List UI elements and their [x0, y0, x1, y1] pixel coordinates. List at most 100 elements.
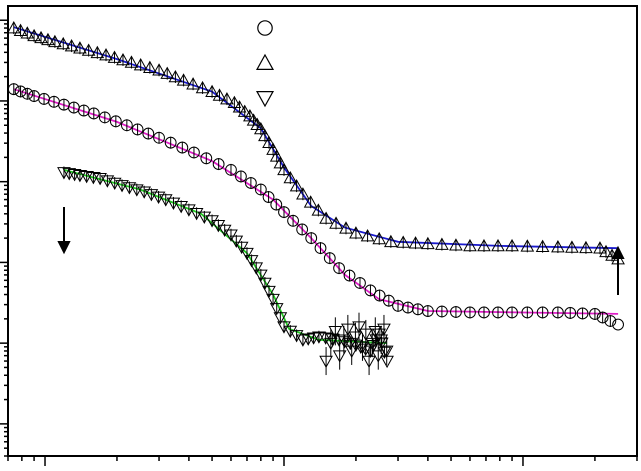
data-point-triangle-up	[212, 88, 227, 101]
data-point-triangle-down	[224, 229, 238, 242]
data-point-triangle-down	[328, 326, 343, 339]
data-point-circle	[153, 131, 165, 144]
data-point-circle	[225, 163, 237, 176]
data-point-circle	[412, 303, 424, 316]
data-point-circle	[478, 306, 490, 319]
data-point-triangle-up	[421, 236, 435, 250]
data-point-circle	[354, 277, 366, 289]
data-point-triangle-up	[273, 156, 288, 169]
data-point-triangle-up	[266, 142, 280, 155]
fit-curves	[13, 26, 619, 344]
data-point-triangle-up	[124, 55, 139, 68]
data-point-triangle-up	[142, 60, 157, 73]
data-point-circle	[14, 85, 27, 98]
data-point-triangle-up	[168, 69, 183, 83]
data-point-triangle-up	[237, 104, 252, 117]
data-point-triangle-up	[277, 162, 291, 176]
error-bars	[13, 22, 613, 376]
data-point-triangle-down	[332, 350, 347, 363]
chart-axes	[0, 5, 638, 466]
data-point-triangle-down	[374, 334, 389, 347]
data-point-triangle-up	[408, 236, 423, 249]
data-point-triangle-up	[435, 237, 449, 250]
data-point-triangle-up	[41, 32, 55, 46]
data-point-triangle-down	[358, 343, 373, 356]
data-point-circle	[612, 318, 624, 331]
data-point-circle	[564, 307, 577, 319]
data-point-triangle-up	[176, 73, 191, 86]
data-point-circle	[450, 306, 462, 318]
data-point-circle	[235, 170, 247, 183]
data-point-triangle-up	[384, 234, 398, 248]
data-point-triangle-down	[240, 247, 254, 261]
data-point-circle	[305, 232, 318, 245]
data-point-triangle-down	[289, 330, 304, 343]
data-point-triangle-up	[258, 128, 272, 142]
data-point-circle	[333, 262, 345, 275]
data-point-triangle-up	[599, 244, 613, 258]
data-point-triangle-down	[211, 219, 226, 233]
data-point-triangle-up	[133, 58, 148, 71]
data-point-triangle-up	[303, 195, 318, 208]
data-point-triangle-down	[249, 262, 264, 275]
data-point-triangle-up	[520, 239, 535, 252]
data-point-triangle-down	[344, 345, 359, 358]
data-point-circle	[382, 294, 395, 307]
data-point-triangle-up	[349, 226, 363, 239]
data-point-triangle-up	[48, 34, 62, 48]
data-point-triangle-down	[234, 241, 249, 255]
data-point-triangle-up	[227, 95, 242, 109]
data-point-triangle-up	[296, 187, 310, 200]
data-point-triangle-down	[365, 337, 380, 351]
data-point-circle	[392, 299, 404, 312]
data-point-circle	[343, 269, 356, 282]
data-point-triangle-down	[244, 255, 259, 268]
data-point-triangle-down	[371, 350, 386, 363]
data-point-circle	[287, 214, 299, 227]
legend	[255, 20, 275, 108]
data-point-triangle-up	[329, 216, 343, 229]
data-point-triangle-up	[505, 238, 519, 252]
data-point-triangle-down	[283, 325, 298, 339]
data-point-triangle-up	[360, 229, 375, 242]
data-point-triangle-up	[565, 240, 579, 253]
data-point-circle	[164, 136, 177, 149]
data-point-triangle-down	[355, 341, 370, 354]
data-point-circle	[87, 107, 100, 120]
data-point-triangle-up	[339, 221, 353, 234]
data-point-triangle-up	[262, 135, 276, 148]
data-point-triangle-up	[205, 84, 219, 98]
data-point-circle	[244, 177, 257, 189]
fit-curve-triangle-down	[63, 169, 388, 344]
legend-symbol-circle	[257, 20, 273, 36]
data-point-triangle-down	[269, 303, 284, 316]
direction-arrows	[57, 207, 625, 295]
data-point-circle	[576, 307, 589, 320]
data-point-circle	[323, 252, 336, 265]
data-point-circle	[604, 315, 617, 327]
data-point-circle	[278, 206, 290, 218]
data-point-triangle-up	[289, 179, 304, 192]
data-point-circle	[421, 305, 434, 317]
data-point-triangle-down	[262, 285, 276, 299]
data-point-circle	[373, 289, 386, 302]
data-point-circle	[212, 158, 225, 170]
data-point-triangle-up	[232, 100, 247, 113]
data-point-circle	[521, 306, 534, 319]
data-point-circle	[596, 311, 609, 324]
data-point-circle	[188, 146, 200, 159]
data-point-circle	[142, 127, 155, 140]
data-point-circle	[506, 306, 518, 319]
data-point-triangle-up	[372, 231, 387, 245]
plot-frame	[7, 5, 638, 457]
data-point-triangle-up	[56, 36, 71, 50]
data-point-triangle-up	[73, 41, 87, 54]
data-point-triangle-down	[205, 215, 219, 228]
data-point-circle	[262, 191, 275, 203]
data-point-circle	[464, 306, 476, 319]
data-point-circle	[131, 123, 144, 136]
data-point-circle	[200, 152, 213, 165]
data-point-triangle-down	[229, 235, 244, 248]
data-point-circle	[551, 306, 564, 319]
data-point-triangle-up	[186, 77, 200, 90]
